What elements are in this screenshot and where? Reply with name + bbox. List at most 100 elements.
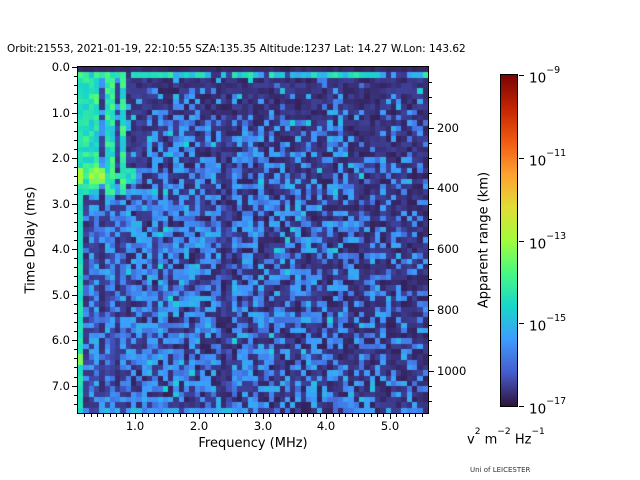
right-axis-major-tick — [429, 128, 434, 129]
right-axis-tick-label: 200 — [437, 121, 459, 135]
x-axis-minor-tick — [154, 414, 155, 417]
x-axis-minor-tick — [364, 414, 365, 417]
y-tick-label: 5.0 — [51, 288, 70, 302]
x-axis-minor-tick — [358, 414, 359, 417]
y-tick-label: 0.0 — [51, 60, 70, 74]
x-axis-minor-tick — [396, 414, 397, 417]
y-axis-major-tick — [72, 249, 77, 250]
y-axis-minor-tick — [74, 149, 77, 150]
colorbar-tick — [519, 406, 524, 407]
right-axis-minor-tick — [429, 113, 432, 114]
x-axis-minor-tick — [116, 414, 117, 417]
colorbar-gradient — [501, 75, 517, 406]
y-axis-minor-tick — [74, 349, 77, 350]
x-axis-minor-tick — [148, 414, 149, 417]
x-axis-minor-tick — [224, 414, 225, 417]
x-axis-minor-tick — [383, 414, 384, 417]
y-axis-major-tick — [72, 204, 77, 205]
right-axis-minor-tick — [429, 401, 432, 402]
x-axis-minor-tick — [186, 414, 187, 417]
x-axis-major-tick — [390, 414, 391, 419]
right-axis-minor-tick — [429, 234, 432, 235]
x-axis-minor-tick — [231, 414, 232, 417]
y-axis-minor-tick — [74, 267, 77, 268]
x-axis-minor-tick — [282, 414, 283, 417]
y-axis-minor-tick — [74, 240, 77, 241]
figure-title: Orbit:21553, 2021-01-19, 22:10:55 SZA:13… — [7, 43, 466, 55]
right-axis-tick-label: 600 — [437, 242, 459, 256]
colorbar-unit-label: v2 m−2 Hz−1 — [467, 426, 545, 448]
y-axis-minor-tick — [74, 322, 77, 323]
right-axis-minor-tick — [429, 295, 432, 296]
x-tick-label: 2.0 — [189, 419, 209, 433]
y-axis-minor-tick — [74, 367, 77, 368]
right-axis-tick-label: 400 — [437, 181, 459, 195]
colorbar-tick-label: 10−13 — [529, 230, 567, 253]
right-axis-minor-tick — [429, 264, 432, 265]
x-axis-minor-tick — [269, 414, 270, 417]
y-axis-minor-tick — [74, 194, 77, 195]
x-axis-minor-tick — [129, 414, 130, 417]
y-tick-label: 3.0 — [51, 197, 70, 211]
y-axis-minor-tick — [74, 313, 77, 314]
x-axis-minor-tick — [371, 414, 372, 417]
x-axis-minor-tick — [84, 414, 85, 417]
y-axis-minor-tick — [74, 286, 77, 287]
x-axis-minor-tick — [218, 414, 219, 417]
right-axis-tick-label: 1000 — [437, 364, 467, 378]
right-axis-minor-tick — [429, 219, 432, 220]
right-axis-label: Apparent range (km) — [476, 171, 492, 309]
right-axis-minor-tick — [429, 97, 432, 98]
colorbar-tick-label: 10−17 — [529, 395, 567, 418]
x-axis-minor-tick — [103, 414, 104, 417]
x-axis-minor-tick — [313, 414, 314, 417]
x-axis-minor-tick — [377, 414, 378, 417]
x-axis-minor-tick — [123, 414, 124, 417]
x-axis-major-tick — [326, 414, 327, 419]
right-axis-minor-tick — [429, 325, 432, 326]
x-axis-major-tick — [263, 414, 264, 419]
y-tick-label: 4.0 — [51, 242, 70, 256]
x-axis-minor-tick — [345, 414, 346, 417]
heatmap-plot — [77, 66, 429, 414]
x-tick-label: 5.0 — [380, 419, 400, 433]
x-axis-minor-tick — [409, 414, 410, 417]
x-axis-minor-tick — [161, 414, 162, 417]
right-axis-tick-label: 800 — [437, 303, 459, 317]
colorbar-tick — [519, 75, 524, 76]
x-axis-minor-tick — [167, 414, 168, 417]
heatmap-canvas — [78, 67, 428, 413]
y-axis-minor-tick — [74, 213, 77, 214]
x-axis-minor-tick — [403, 414, 404, 417]
y-axis-minor-tick — [74, 85, 77, 86]
y-axis-major-tick — [72, 67, 77, 68]
x-axis-minor-tick — [320, 414, 321, 417]
y-tick-label: 6.0 — [51, 333, 70, 347]
x-axis-minor-tick — [180, 414, 181, 417]
colorbar — [500, 74, 518, 407]
y-axis-major-tick — [72, 340, 77, 341]
colorbar-tick — [519, 158, 524, 159]
x-axis-label: Frequency (MHz) — [198, 436, 308, 451]
x-tick-label: 4.0 — [316, 419, 336, 433]
x-axis-minor-tick — [422, 414, 423, 417]
right-axis-minor-tick — [429, 82, 432, 83]
x-axis-minor-tick — [110, 414, 111, 417]
x-axis-minor-tick — [301, 414, 302, 417]
y-axis-minor-tick — [74, 103, 77, 104]
y-axis-minor-tick — [74, 395, 77, 396]
x-tick-label: 1.0 — [125, 419, 145, 433]
right-axis-minor-tick — [429, 173, 432, 174]
right-axis-major-tick — [429, 371, 434, 372]
right-axis-minor-tick — [429, 143, 432, 144]
y-axis-minor-tick — [74, 185, 77, 186]
y-axis-label: Time Delay (ms) — [23, 186, 39, 294]
y-axis-major-tick — [72, 295, 77, 296]
x-axis-minor-tick — [256, 414, 257, 417]
x-axis-minor-tick — [91, 414, 92, 417]
right-axis-minor-tick — [429, 158, 432, 159]
y-axis-minor-tick — [74, 131, 77, 132]
right-axis-major-tick — [429, 188, 434, 189]
x-axis-minor-tick — [294, 414, 295, 417]
